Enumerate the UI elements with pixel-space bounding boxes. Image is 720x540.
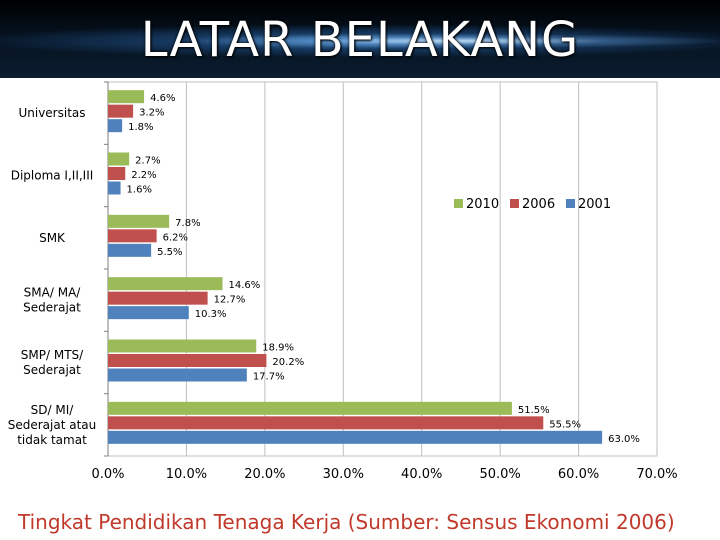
category-label: SMA/ MA/ <box>24 286 82 300</box>
bar-2001 <box>108 119 123 133</box>
bar-2010 <box>108 214 170 228</box>
bar-2001 <box>108 181 121 195</box>
x-tick-label: 70.0% <box>636 467 677 482</box>
data-label-2006: 12.7% <box>214 295 246 306</box>
bar-2006 <box>108 229 157 243</box>
category-label: Diploma I,II,III <box>11 169 94 183</box>
data-label-2001: 1.8% <box>128 122 153 133</box>
plot-area <box>107 81 658 457</box>
bar-2001 <box>108 430 603 444</box>
bar-2006 <box>108 416 544 430</box>
data-label-2006: 20.2% <box>272 357 304 368</box>
bar-2010 <box>108 277 223 291</box>
title-bar: LATAR BELAKANG <box>0 0 720 78</box>
data-label-2006: 55.5% <box>549 419 581 430</box>
bar-2010 <box>108 152 130 166</box>
education-bar-chart: 0.0% 10.0% 20.0% 30.0% 40.0% 50.0% 60.0% 70.0% 4… <box>8 81 678 482</box>
data-label-2010: 2.7% <box>135 156 160 167</box>
x-tick-label: 10.0% <box>166 467 207 482</box>
x-tick-label: 30.0% <box>323 467 364 482</box>
data-label-2006: 2.2% <box>131 170 156 181</box>
legend-swatch-2010 <box>454 199 463 208</box>
legend-swatch-2001 <box>566 199 575 208</box>
data-label-2001: 63.0% <box>608 434 640 445</box>
category-label: SD/ MI/ <box>31 403 75 417</box>
bar-2006 <box>108 167 126 180</box>
bar-2001 <box>108 306 189 320</box>
bar-2010 <box>108 90 145 104</box>
x-tick-label: 50.0% <box>479 467 520 482</box>
bar-2006 <box>108 354 267 367</box>
x-tick-label: 0.0% <box>91 467 124 482</box>
legend-label-2001: 2001 <box>578 197 611 212</box>
data-label-2001: 17.7% <box>253 372 285 383</box>
bar-2001 <box>108 243 152 257</box>
data-label-2010: 18.9% <box>262 343 294 354</box>
category-label: SMP/ MTS/ <box>21 348 84 362</box>
legend-swatch-2006 <box>510 199 519 208</box>
data-label-2001: 5.5% <box>157 247 182 258</box>
data-label-2010: 4.6% <box>150 93 175 104</box>
category-label: SMK <box>39 231 66 245</box>
data-label-2006: 6.2% <box>163 232 188 243</box>
category-label: Sederajat atau <box>8 418 97 432</box>
data-label-2006: 3.2% <box>139 108 164 119</box>
legend-label-2006: 2006 <box>522 197 555 212</box>
x-tick-label: 60.0% <box>558 467 599 482</box>
chart-caption: Tingkat Pendidikan Tenaga Kerja (Sumber:… <box>18 510 675 534</box>
data-label-2001: 10.3% <box>195 309 227 320</box>
category-label: tidak tamat <box>17 433 87 447</box>
title-swoosh-highlight <box>200 34 720 48</box>
data-label-2001: 1.6% <box>127 185 152 196</box>
legend-label-2010: 2010 <box>466 197 499 212</box>
x-tick-label: 40.0% <box>401 467 442 482</box>
data-label-2010: 7.8% <box>175 218 200 229</box>
category-label: Universitas <box>18 106 85 120</box>
bar-2010 <box>108 401 512 415</box>
bar-2001 <box>108 368 247 382</box>
data-label-2010: 14.6% <box>229 280 261 291</box>
bar-2010 <box>108 339 257 353</box>
slide-title: LATAR BELAKANG <box>140 12 580 68</box>
bar-2006 <box>108 291 208 305</box>
category-label: Sederajat <box>23 301 81 315</box>
x-tick-label: 20.0% <box>244 467 285 482</box>
bar-2006 <box>108 104 134 118</box>
data-label-2010: 51.5% <box>518 405 550 416</box>
category-label: Sederajat <box>23 363 81 377</box>
